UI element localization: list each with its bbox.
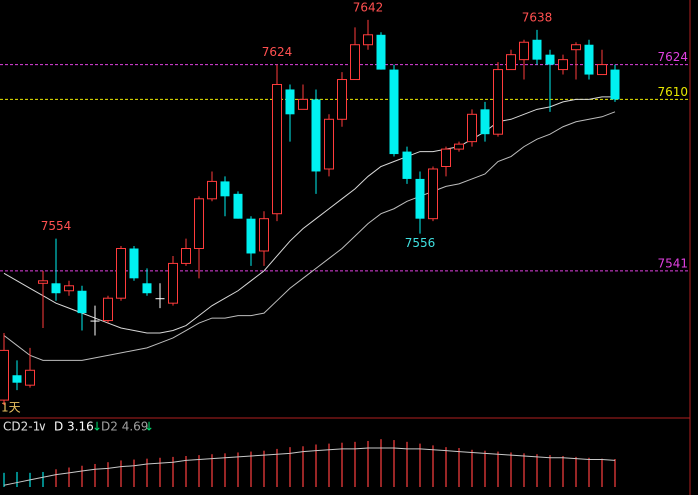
- candle-body: [441, 148, 451, 167]
- candle-body: [51, 283, 61, 294]
- high-label: 7554: [41, 219, 72, 233]
- candle-body: [38, 280, 48, 284]
- candle-body: [129, 248, 139, 279]
- candle-body: [12, 375, 22, 383]
- period-label: 1天: [1, 401, 21, 415]
- candle-body: [571, 44, 581, 51]
- candle-body: [532, 39, 542, 60]
- candle-body: [558, 59, 568, 71]
- candle-body: [272, 83, 282, 215]
- indicator-d-arrow: ↓: [92, 420, 102, 434]
- indicator-caret: ∨: [38, 420, 47, 434]
- candle-body: [376, 34, 386, 70]
- candle-body: [584, 44, 594, 75]
- candle-body: [311, 99, 321, 172]
- indicator-d2-label: D2 4.69: [101, 420, 148, 434]
- candle-body: [480, 109, 490, 135]
- candle-body: [519, 41, 529, 61]
- candle-body: [454, 143, 464, 150]
- candle-body: [77, 290, 87, 314]
- candle-body: [298, 98, 308, 110]
- candle-body: [467, 113, 477, 143]
- candle-body: [90, 320, 100, 322]
- moving-average-line: [3, 111, 616, 361]
- candle-body: [220, 181, 230, 197]
- candle-body: [402, 151, 412, 179]
- candle-body: [64, 285, 74, 292]
- level-label: 7624: [657, 50, 688, 64]
- candle-body: [259, 218, 269, 252]
- candle-body: [246, 218, 256, 254]
- indicator-d2-arrow: ↓: [144, 420, 154, 434]
- indicator-name: CD2-1: [3, 420, 40, 434]
- candle-body: [415, 178, 425, 219]
- indicator-d-label: D 3.16: [54, 420, 94, 434]
- candle-body: [506, 54, 516, 71]
- candle-body: [207, 180, 217, 200]
- candle-body: [597, 64, 607, 76]
- low-label: 7556: [405, 236, 436, 250]
- candle-body: [493, 69, 503, 135]
- candle-body: [168, 262, 178, 304]
- indicator-line: [3, 447, 616, 486]
- candle-body: [285, 89, 295, 115]
- candle-body: [116, 248, 126, 299]
- high-label: 7624: [262, 45, 293, 59]
- candle-body: [610, 69, 620, 100]
- candle-body: [350, 44, 360, 81]
- candle-body: [194, 198, 204, 250]
- level-label: 7610: [657, 85, 688, 99]
- candle-body: [428, 168, 438, 220]
- candle-body: [0, 349, 9, 401]
- candle-body: [142, 283, 152, 294]
- moving-average-line: [3, 96, 615, 334]
- candle-body: [337, 79, 347, 120]
- candle-body: [155, 298, 165, 300]
- candle-body: [233, 193, 243, 219]
- level-label: 7541: [657, 256, 688, 270]
- high-label: 7642: [353, 0, 384, 14]
- candle-body: [324, 118, 334, 170]
- candle-body: [545, 54, 555, 65]
- high-label: 7638: [522, 10, 553, 24]
- candle-body: [25, 369, 35, 386]
- candle-body: [389, 69, 399, 155]
- candle-body: [181, 248, 191, 264]
- candle-body: [103, 297, 113, 322]
- candle-body: [363, 34, 373, 46]
